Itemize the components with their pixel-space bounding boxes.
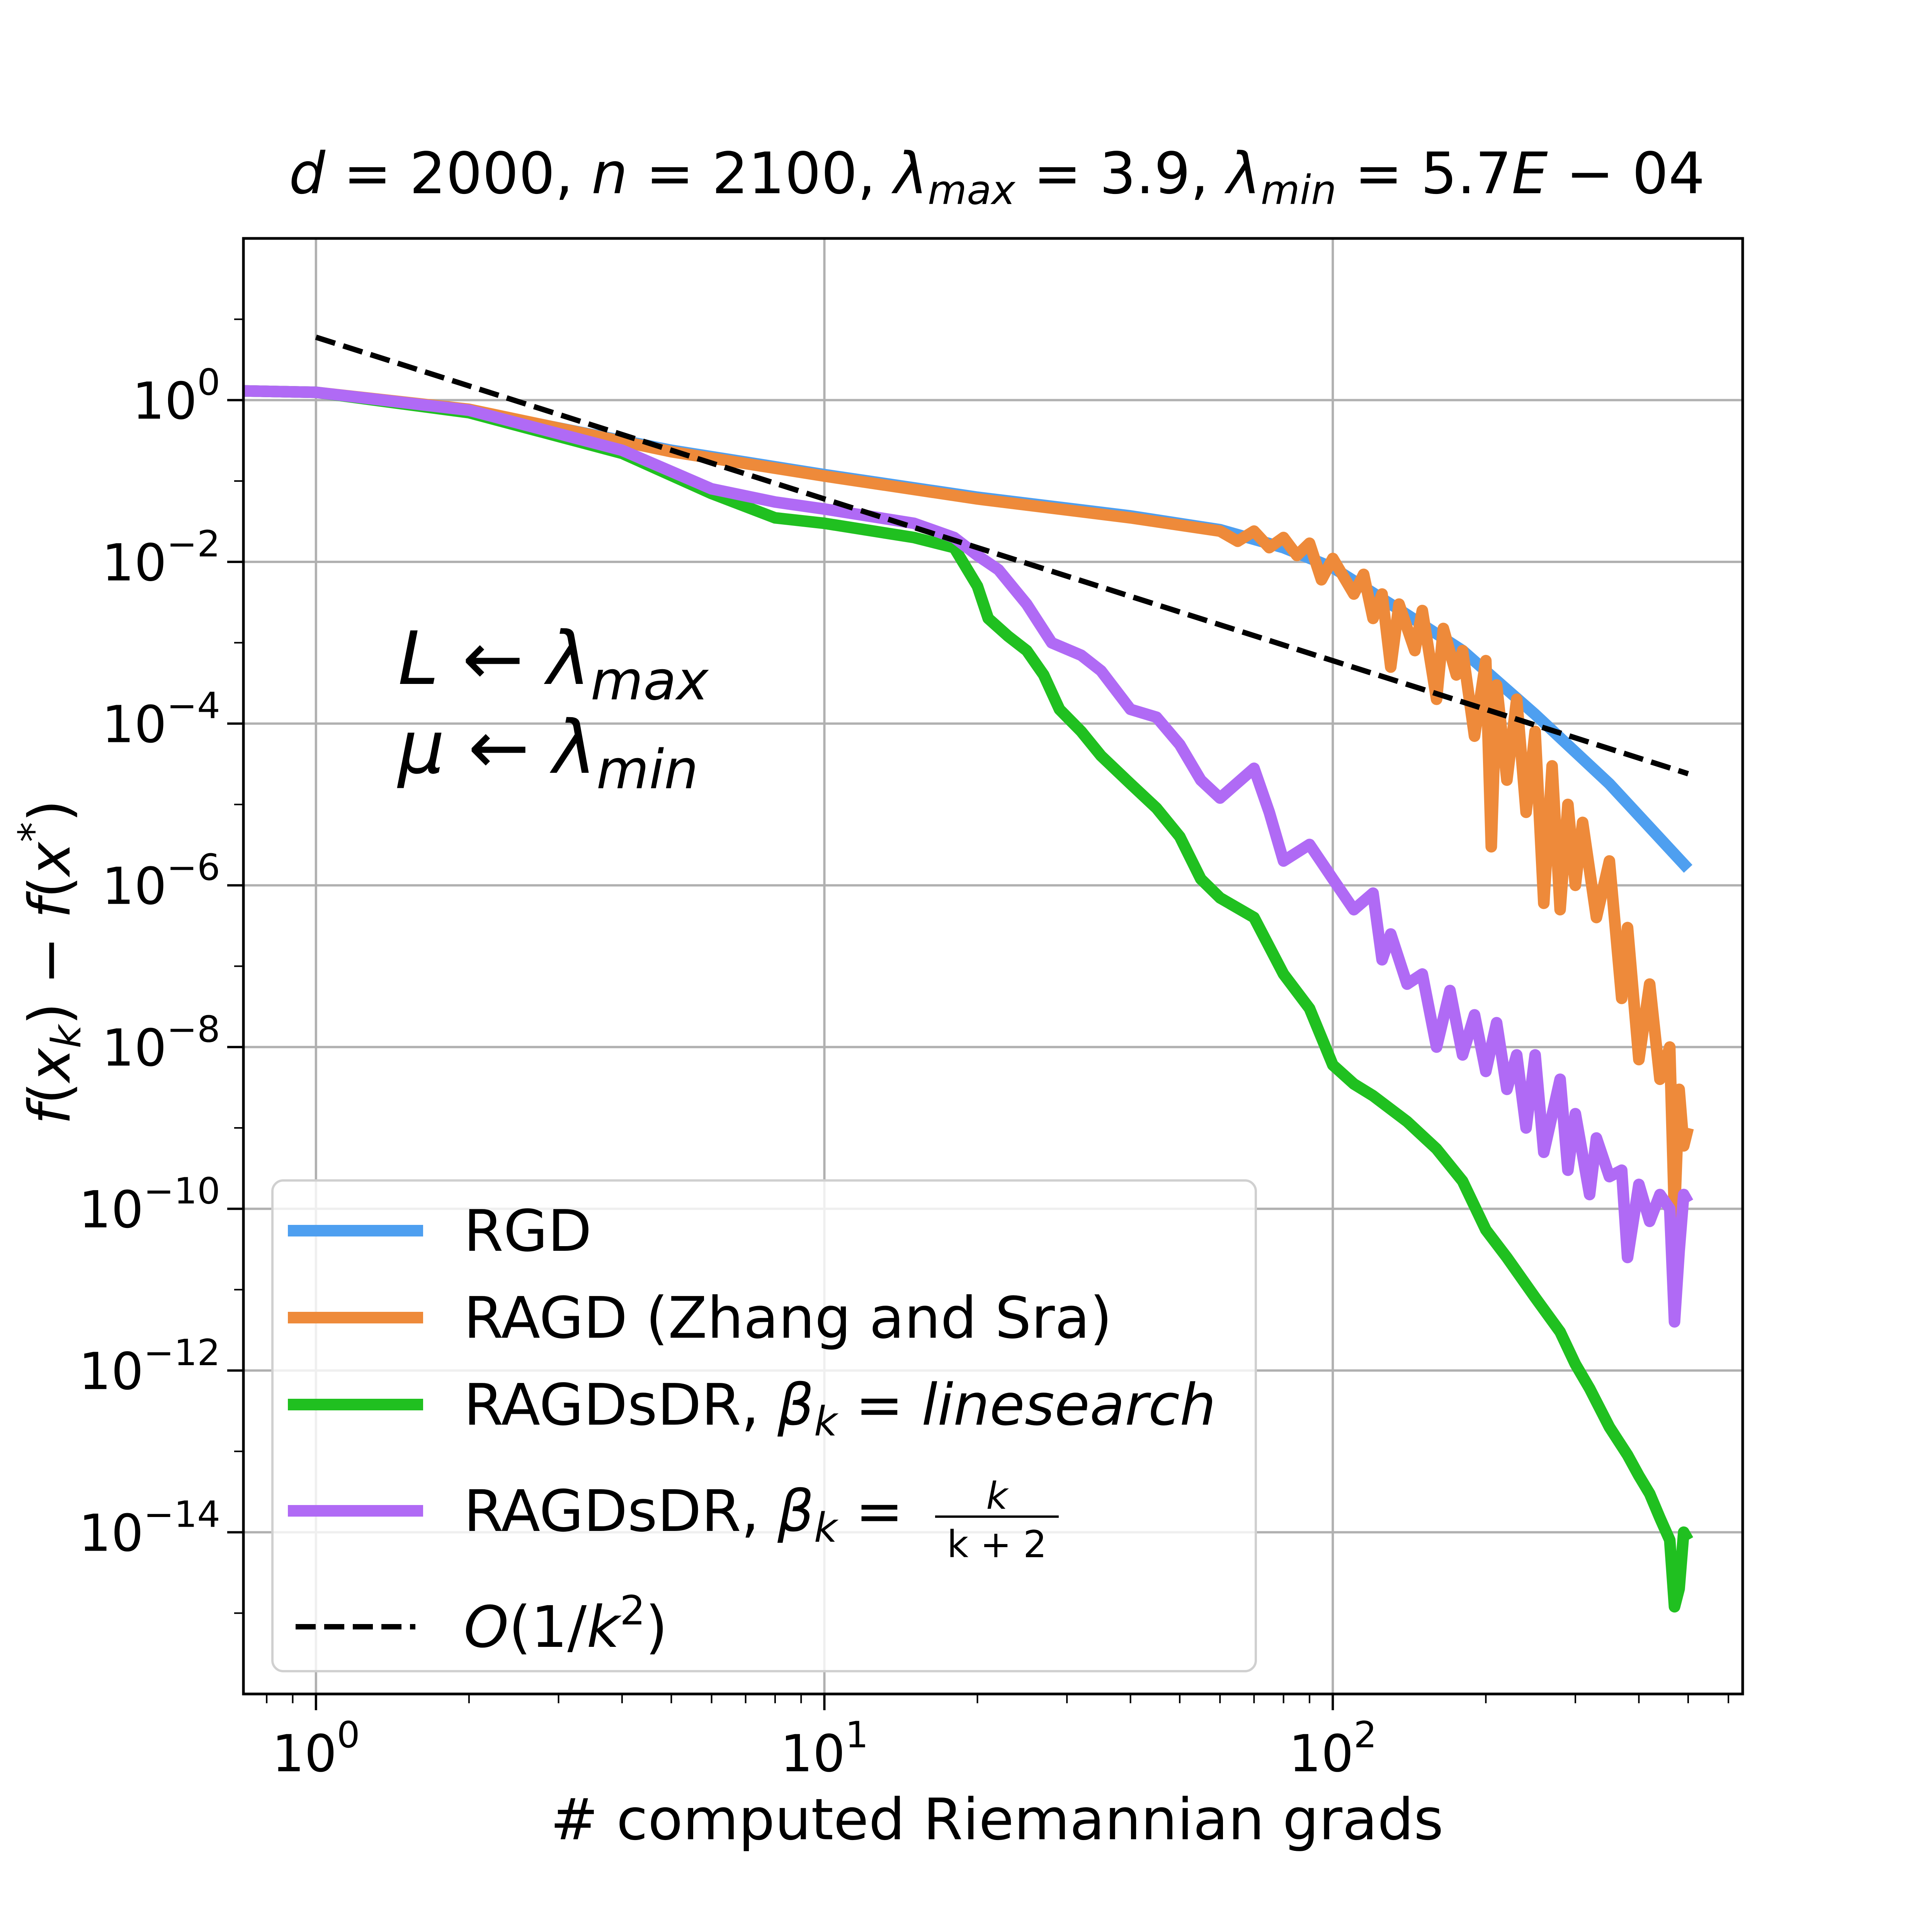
x-tick-base: 10 — [781, 1724, 845, 1784]
chart-title: d = 2000, n = 2100, λmax = 3.9, λmin = 5… — [289, 140, 1705, 214]
y-tick-base: 10 — [102, 1019, 167, 1078]
x-tick-label: 102 — [1289, 1714, 1377, 1784]
legend-label-linesearch: RAGDsDR, βk = linesearch — [464, 1372, 1216, 1445]
y-tick-exponent: −2 — [167, 523, 220, 565]
x-ticks: 100 101 102 — [272, 1694, 1377, 1784]
y-tick-label: 10−12 — [79, 1332, 220, 1401]
legend-label-ragd: RAGD (Zhang and Sra) — [464, 1285, 1112, 1351]
x-tick-exponent: 2 — [1354, 1714, 1377, 1756]
series-line-ls — [243, 385, 1693, 1613]
series-layer — [243, 335, 1694, 1613]
x-tick-base: 10 — [1289, 1724, 1354, 1784]
y-tick-base: 10 — [102, 857, 167, 916]
y-tick-label: 10−2 — [102, 523, 220, 593]
y-tick-exponent: −6 — [167, 847, 220, 889]
y-tick-label: 10−4 — [102, 685, 220, 755]
legend-fraction-numerator: k — [986, 1475, 1009, 1518]
x-axis-label: # computed Riemannian grads — [550, 1786, 1444, 1853]
legend-label-rgd: RGD — [464, 1198, 592, 1264]
legend-box — [271, 1179, 1257, 1672]
series-line-ragd — [243, 385, 1694, 1223]
y-tick-base: 10 — [79, 1342, 144, 1401]
y-tick-base: 10 — [79, 1180, 144, 1240]
y-tick-exponent: 0 — [197, 362, 220, 404]
y-tick-label: 100 — [132, 362, 220, 431]
series-line-ref — [315, 335, 1689, 777]
y-tick-exponent: −14 — [144, 1493, 220, 1536]
y-tick-base: 10 — [79, 1503, 144, 1563]
y-tick-exponent: −12 — [144, 1332, 220, 1374]
annotation: L ← λmax μ ← λmin — [397, 616, 709, 801]
legend: RGD RAGD (Zhang and Sra) RAGDsDR, βk = l… — [271, 1179, 1257, 1672]
y-tick-exponent: −4 — [167, 685, 220, 727]
y-tick-label: 10−8 — [102, 1009, 220, 1078]
y-tick-exponent: −8 — [167, 1009, 220, 1051]
y-tick-base: 10 — [132, 372, 197, 431]
y-tick-base: 10 — [102, 695, 167, 755]
y-tick-label: 10−14 — [79, 1493, 220, 1563]
legend-label-fraction: RAGDsDR, βk = — [464, 1478, 903, 1551]
y-tick-base: 10 — [102, 533, 167, 593]
annotation-line-1: L ← λmax — [398, 616, 709, 713]
x-tick-exponent: 0 — [337, 1714, 360, 1756]
y-tick-label: 10−6 — [102, 847, 220, 916]
x-tick-exponent: 1 — [845, 1714, 869, 1756]
annotation-line-2: μ ← λmin — [397, 705, 698, 801]
legend-label-reference: O(1/k2) — [464, 1587, 668, 1660]
x-tick-label: 101 — [781, 1714, 869, 1784]
minor-ticks — [234, 318, 1730, 1703]
legend-fraction-denominator: k + 2 — [947, 1523, 1047, 1566]
series-line-frac — [243, 385, 1693, 1328]
axes-frame — [242, 237, 1744, 1696]
y-tick-label: 10−10 — [79, 1170, 220, 1240]
y-tick-exponent: −10 — [144, 1170, 220, 1212]
x-tick-label: 100 — [272, 1714, 360, 1784]
y-axis-label: f(xk) − f(x*) — [10, 800, 90, 1125]
x-tick-base: 10 — [272, 1724, 337, 1784]
